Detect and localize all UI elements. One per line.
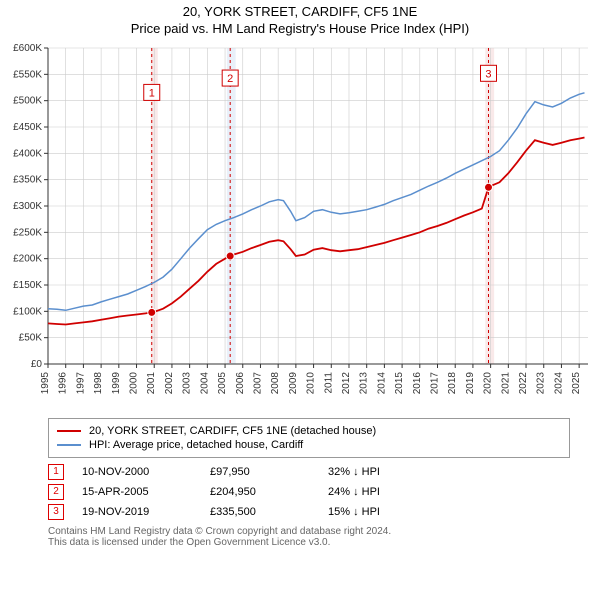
svg-text:£550K: £550K: [13, 69, 42, 80]
svg-text:2008: 2008: [270, 372, 281, 395]
svg-text:2006: 2006: [235, 372, 246, 395]
footer-attribution: Contains HM Land Registry data © Crown c…: [48, 526, 570, 548]
svg-text:2007: 2007: [252, 372, 263, 395]
sale-point-2: [226, 252, 234, 260]
sale-date: 15-APR-2005: [82, 486, 192, 498]
svg-text:1998: 1998: [93, 372, 104, 395]
svg-text:2018: 2018: [447, 372, 458, 395]
sale-row: 2 15-APR-2005 £204,950 24% ↓ HPI: [48, 484, 570, 500]
svg-text:2002: 2002: [164, 372, 175, 395]
svg-text:2001: 2001: [146, 372, 157, 395]
legend-label: HPI: Average price, detached house, Card…: [89, 439, 303, 451]
sale-price: £204,950: [210, 486, 310, 498]
chart-subtitle: Price paid vs. HM Land Registry's House …: [0, 21, 600, 36]
chart-title: 20, YORK STREET, CARDIFF, CF5 1NE: [0, 4, 600, 19]
svg-text:£450K: £450K: [13, 122, 42, 133]
sale-row: 3 19-NOV-2019 £335,500 15% ↓ HPI: [48, 504, 570, 520]
sale-point-1: [148, 308, 156, 316]
svg-text:£500K: £500K: [13, 96, 42, 107]
legend-item: 20, YORK STREET, CARDIFF, CF5 1NE (detac…: [57, 425, 561, 437]
legend-item: HPI: Average price, detached house, Card…: [57, 439, 561, 451]
sale-row: 1 10-NOV-2000 £97,950 32% ↓ HPI: [48, 464, 570, 480]
sales-table: 1 10-NOV-2000 £97,950 32% ↓ HPI 2 15-APR-2005…: [48, 464, 570, 520]
svg-text:2012: 2012: [341, 372, 352, 395]
footer-line-2: This data is licensed under the Open Gov…: [48, 537, 570, 548]
svg-text:£150K: £150K: [13, 280, 42, 291]
sale-diff: 32% ↓ HPI: [328, 466, 428, 478]
svg-text:2010: 2010: [306, 372, 317, 395]
svg-text:2000: 2000: [129, 372, 140, 395]
svg-text:2015: 2015: [394, 372, 405, 395]
svg-text:£300K: £300K: [13, 201, 42, 212]
sale-point-3: [484, 183, 492, 191]
svg-text:2004: 2004: [199, 372, 210, 395]
svg-text:2023: 2023: [536, 372, 547, 395]
svg-text:2014: 2014: [376, 372, 387, 395]
svg-text:2003: 2003: [182, 372, 193, 395]
sale-marker: 2: [48, 484, 64, 500]
svg-text:2013: 2013: [359, 372, 370, 395]
svg-text:£0: £0: [31, 359, 43, 370]
legend-box: 20, YORK STREET, CARDIFF, CF5 1NE (detac…: [48, 418, 570, 458]
svg-text:2021: 2021: [500, 372, 511, 395]
svg-text:£250K: £250K: [13, 227, 42, 238]
svg-text:1995: 1995: [40, 372, 51, 395]
svg-text:£350K: £350K: [13, 175, 42, 186]
svg-text:2019: 2019: [465, 372, 476, 395]
chart-area: £0 £50K £100K £150K £200K £250K £300K £350K £400…: [0, 42, 600, 412]
sale-date: 10-NOV-2000: [82, 466, 192, 478]
sale-marker-label-3: 3: [485, 68, 491, 80]
svg-text:£400K: £400K: [13, 148, 42, 159]
sale-marker-label-1: 1: [149, 87, 155, 99]
svg-text:2024: 2024: [553, 372, 564, 395]
legend-swatch: [57, 444, 81, 446]
svg-text:1999: 1999: [111, 372, 122, 395]
legend-swatch: [57, 430, 81, 432]
svg-text:£100K: £100K: [13, 306, 42, 317]
svg-text:2005: 2005: [217, 372, 228, 395]
sale-marker-label-2: 2: [227, 73, 233, 85]
svg-text:2016: 2016: [412, 372, 423, 395]
svg-text:£600K: £600K: [13, 43, 42, 54]
sale-marker: 1: [48, 464, 64, 480]
sale-diff: 24% ↓ HPI: [328, 486, 428, 498]
svg-text:2020: 2020: [483, 372, 494, 395]
sale-date: 19-NOV-2019: [82, 506, 192, 518]
svg-text:1996: 1996: [58, 372, 69, 395]
svg-text:2025: 2025: [571, 372, 582, 395]
svg-text:2022: 2022: [518, 372, 529, 395]
sale-diff: 15% ↓ HPI: [328, 506, 428, 518]
svg-text:2011: 2011: [323, 372, 334, 394]
svg-text:1997: 1997: [75, 372, 86, 395]
svg-text:2009: 2009: [288, 372, 299, 395]
svg-text:£200K: £200K: [13, 254, 42, 265]
svg-text:2017: 2017: [430, 372, 441, 395]
sale-marker: 3: [48, 504, 64, 520]
footer-line-1: Contains HM Land Registry data © Crown c…: [48, 526, 570, 537]
legend-label: 20, YORK STREET, CARDIFF, CF5 1NE (detac…: [89, 425, 376, 437]
chart-svg: £0 £50K £100K £150K £200K £250K £300K £350K £400…: [0, 42, 600, 412]
svg-text:£50K: £50K: [19, 333, 43, 344]
sale-price: £97,950: [210, 466, 310, 478]
sale-price: £335,500: [210, 506, 310, 518]
